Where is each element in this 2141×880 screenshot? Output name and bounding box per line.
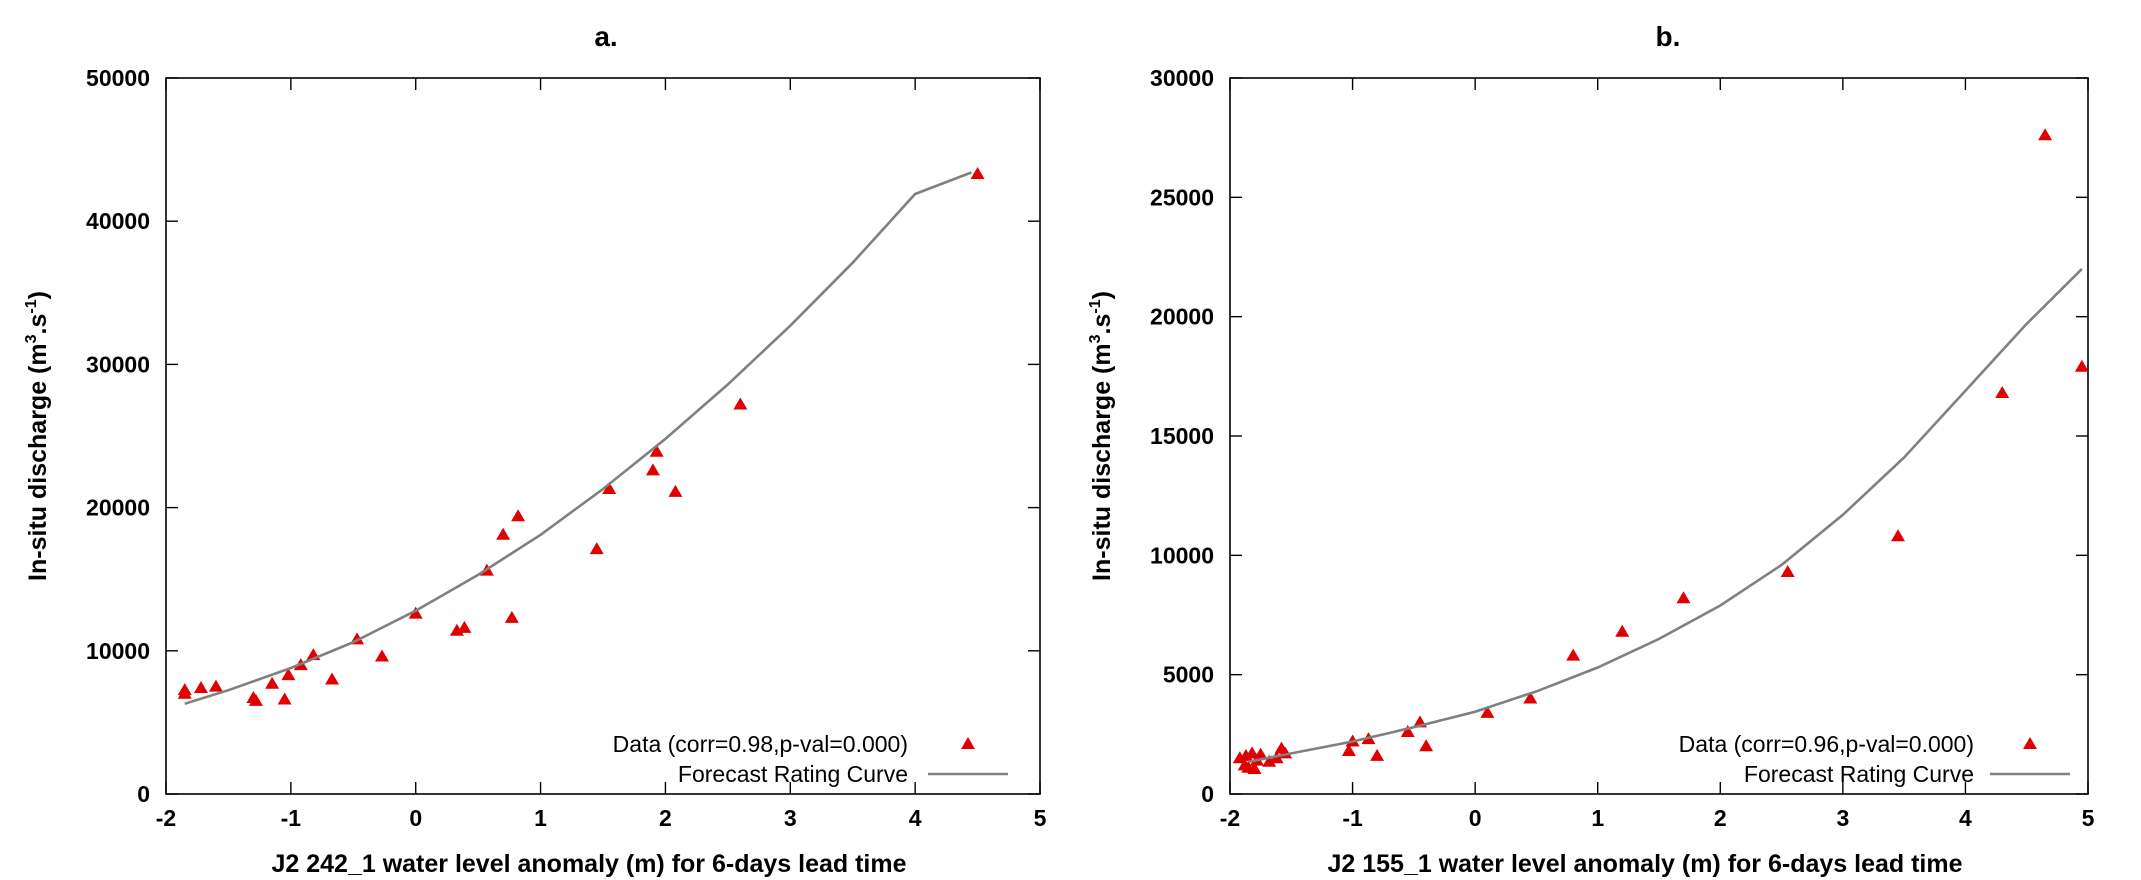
- y-axis-label-part: ): [1088, 291, 1116, 299]
- data-point: [1676, 591, 1691, 604]
- x-tick-label: 5: [2082, 805, 2095, 831]
- data-point: [408, 606, 423, 619]
- data-point: [177, 683, 192, 696]
- x-tick-label: 3: [1836, 805, 1849, 831]
- data-point: [281, 668, 296, 681]
- x-tick-label: 2: [1714, 805, 1727, 831]
- data-point: [2038, 128, 2053, 141]
- x-tick-label: 0: [1469, 805, 1482, 831]
- data-point: [602, 481, 617, 494]
- legend-entry-label: Forecast Rating Curve: [678, 761, 908, 787]
- x-tick-label: 5: [1034, 805, 1047, 831]
- x-tick-label: 0: [409, 805, 422, 831]
- x-tick-label: 4: [1959, 805, 1972, 831]
- data-point: [1995, 386, 2010, 399]
- legend-entry-label: Data (corr=0.98,p-val=0.000): [613, 731, 908, 757]
- data-point: [325, 672, 340, 685]
- y-axis-label-part: 3: [23, 334, 40, 343]
- data-point: [733, 397, 748, 410]
- data-point: [496, 527, 511, 540]
- data-point: [208, 679, 223, 692]
- x-tick-label: -1: [281, 805, 302, 831]
- data-point: [970, 166, 985, 179]
- chart-title: b.: [1656, 21, 1681, 52]
- legend-marker-symbol: [2023, 737, 2037, 749]
- data-point: [645, 463, 660, 476]
- y-axis-label-part: In-situ discharge (m: [24, 343, 52, 581]
- data-point: [1247, 761, 1262, 774]
- chart-b: b. -2 -1 0 1 2 3 4 5 0 5000 10000 15000 20000 25000 300…: [1087, 21, 2095, 878]
- data-point: [1780, 565, 1795, 578]
- legend-entry-label: Forecast Rating Curve: [1744, 761, 1974, 787]
- data-point: [1400, 724, 1415, 737]
- data-point: [2074, 359, 2089, 372]
- y-axis-label-part: ): [24, 291, 52, 299]
- y-axis-label-part: .s: [24, 314, 52, 335]
- y-axis-label-part: .s: [1088, 314, 1116, 335]
- rating-curve-line: [1248, 267, 2083, 764]
- y-tick-label: 0: [137, 781, 150, 807]
- legend-marker-symbol: [961, 737, 975, 749]
- data-point: [1523, 691, 1538, 704]
- x-axis-label: J2 155_1 water level anomaly (m) for 6-d…: [1327, 850, 1962, 878]
- y-tick-label: 10000: [1150, 542, 1214, 568]
- data-point: [277, 692, 292, 705]
- y-tick-label: 30000: [1150, 65, 1214, 91]
- legend-entry-label: Data (corr=0.96,p-val=0.000): [1679, 731, 1974, 757]
- plot-frame: [165, 77, 1041, 795]
- x-tick-label: 4: [909, 805, 922, 831]
- data-point: [649, 444, 664, 457]
- x-axis-label: J2 242_1 water level anomaly (m) for 6-d…: [271, 850, 906, 878]
- data-point: [248, 693, 263, 706]
- data-point: [375, 649, 390, 662]
- data-point: [1370, 748, 1385, 761]
- y-tick-label: 10000: [86, 638, 150, 664]
- data-point: [265, 676, 280, 689]
- x-tick-label: 2: [659, 805, 672, 831]
- y-axis-label-part: In-situ discharge (m: [1088, 343, 1116, 581]
- chart-a: a. -2 -1 0 1 2 3 4 5 0 10000 20000 30000 40000 50000 J2…: [23, 21, 1047, 878]
- rating-curve-line: [184, 171, 972, 706]
- data-point: [1891, 529, 1906, 542]
- y-tick-label: 20000: [86, 495, 150, 521]
- data-point: [668, 484, 683, 497]
- data-point: [193, 681, 208, 694]
- x-tick-label: 1: [1591, 805, 1604, 831]
- data-point: [1615, 624, 1630, 637]
- x-tick-label: 1: [534, 805, 547, 831]
- x-tick-label: -2: [1220, 805, 1240, 831]
- data-point: [504, 610, 519, 623]
- data-point: [1566, 648, 1581, 661]
- data-point: [1253, 747, 1268, 760]
- y-tick-label: 50000: [86, 65, 150, 91]
- data-point: [1419, 739, 1434, 752]
- data-point: [1262, 754, 1277, 767]
- chart-title: a.: [594, 21, 617, 52]
- x-tick-label: 3: [784, 805, 797, 831]
- y-tick-label: 25000: [1150, 184, 1214, 210]
- y-axis-label: In-situ discharge (m3.s-1): [1087, 291, 1116, 581]
- y-tick-label: 5000: [1163, 662, 1214, 688]
- data-point: [589, 542, 604, 555]
- plot-frame: [1229, 77, 2089, 795]
- y-axis-label: In-situ discharge (m3.s-1): [23, 291, 52, 581]
- y-tick-label: 20000: [1150, 304, 1214, 330]
- y-axis-label-part: -1: [1087, 299, 1104, 313]
- y-axis-label-part: -1: [23, 299, 40, 313]
- y-tick-label: 15000: [1150, 423, 1214, 449]
- y-axis-label-part: 3: [1087, 334, 1104, 343]
- data-point: [511, 509, 526, 522]
- y-tick-label: 0: [1201, 781, 1214, 807]
- data-point: [1245, 746, 1260, 759]
- data-point: [457, 620, 472, 633]
- y-tick-label: 40000: [86, 208, 150, 234]
- x-tick-label: -2: [156, 805, 176, 831]
- y-tick-label: 30000: [86, 351, 150, 377]
- data-point: [1480, 705, 1495, 718]
- x-tick-label: -1: [1342, 805, 1363, 831]
- data-point: [1341, 744, 1356, 757]
